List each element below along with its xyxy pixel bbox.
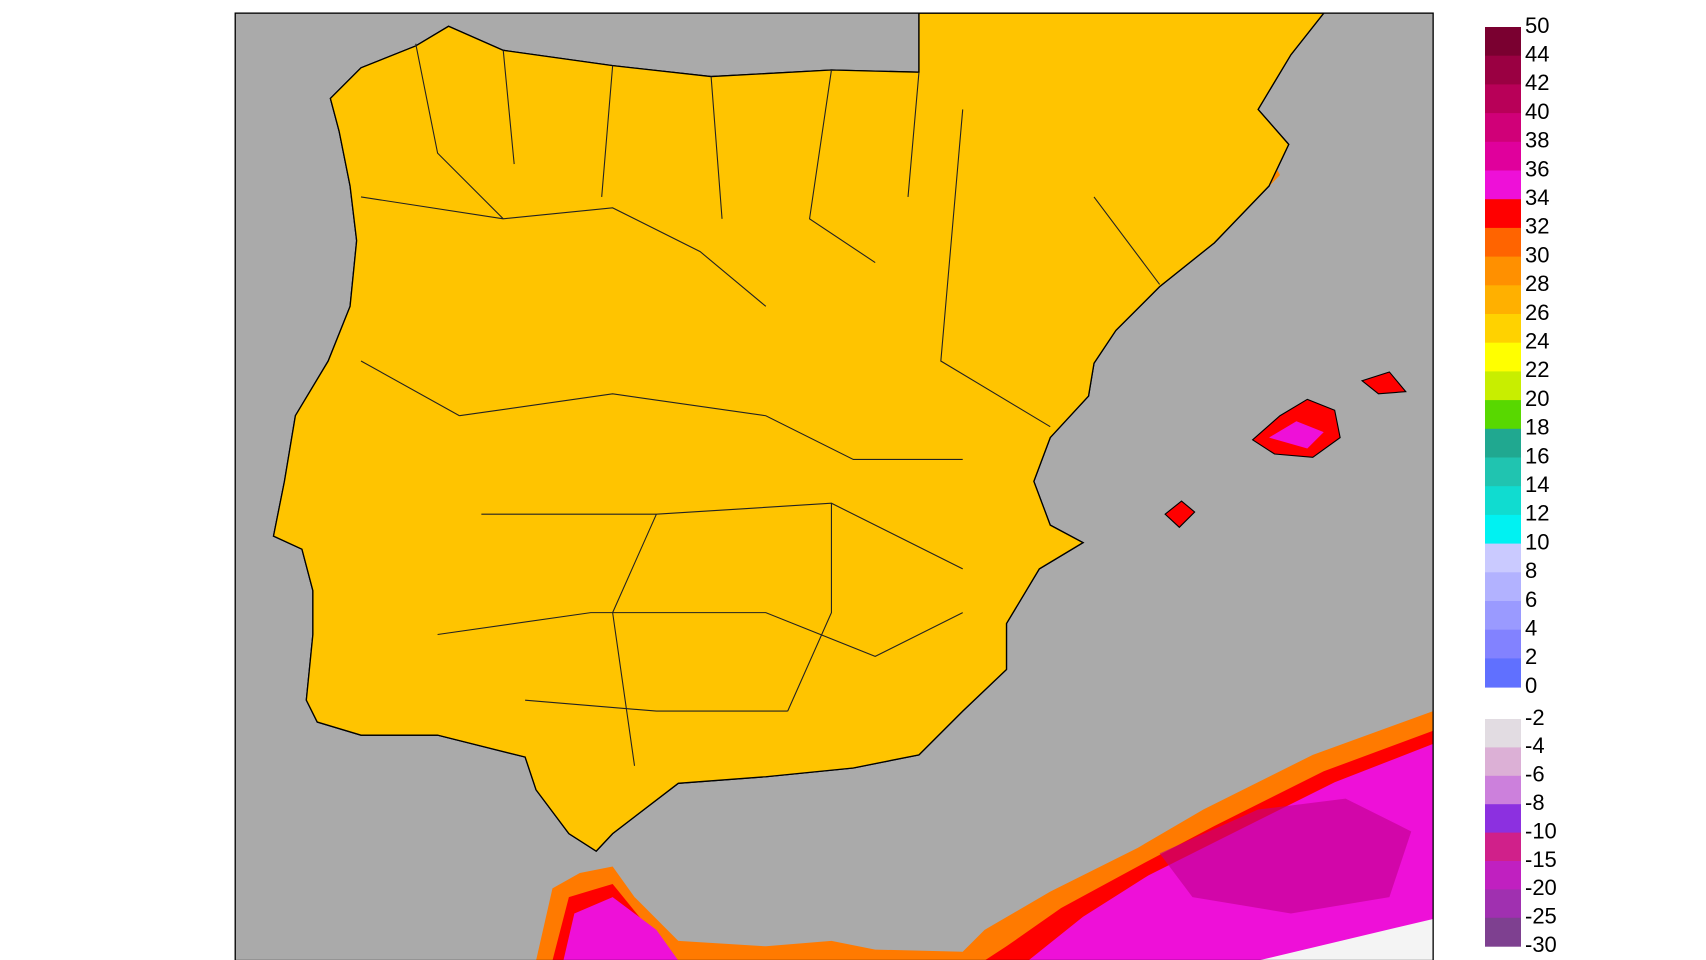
legend-label: -30 [1525, 932, 1557, 957]
africa-hot [563, 743, 1434, 960]
legend-swatch [1485, 314, 1521, 344]
legend-label: 38 [1525, 128, 1549, 153]
legend-label: 24 [1525, 329, 1549, 354]
legend-swatch [1485, 256, 1521, 286]
legend-label: 32 [1525, 214, 1549, 239]
legend-label: 20 [1525, 386, 1549, 411]
map [234, 12, 1434, 960]
legend-swatch [1485, 747, 1521, 777]
legend-swatch [1485, 719, 1521, 748]
legend-swatch [1485, 342, 1521, 372]
legend-swatch [1485, 170, 1521, 200]
legend-label: -2 [1525, 705, 1545, 730]
province-borders [360, 43, 1161, 766]
map-frame [234, 12, 1434, 960]
legend-label: -6 [1525, 762, 1545, 787]
legend-label: 8 [1525, 558, 1537, 583]
legend-label: -10 [1525, 818, 1557, 843]
legend-swatch [1485, 917, 1521, 947]
legend-swatch [1485, 428, 1521, 458]
legend-swatch [1485, 514, 1521, 545]
legend-label: 10 [1525, 529, 1549, 554]
legend-label: 16 [1525, 443, 1549, 468]
legend-label: 42 [1525, 70, 1549, 95]
legend-swatch [1485, 227, 1521, 258]
legend-swatch [1485, 27, 1521, 57]
legend-label: 0 [1525, 673, 1537, 698]
legend-label: -20 [1525, 875, 1557, 900]
legend-label: -8 [1525, 790, 1545, 815]
legend-label: 2 [1525, 644, 1537, 669]
legend-swatch [1485, 775, 1521, 805]
legend-label: 30 [1525, 242, 1549, 267]
legend-label: 28 [1525, 271, 1549, 296]
legend-swatch [1485, 629, 1521, 659]
legend-swatch [1485, 371, 1521, 401]
mallorca-hot [1269, 421, 1324, 449]
white-corner [1260, 918, 1434, 960]
legend: 5044424038363432302826242220181614121086… [1485, 13, 1557, 957]
legend-swatch [1485, 543, 1521, 573]
ibiza [1164, 500, 1196, 529]
legend-label: 36 [1525, 156, 1549, 181]
legend-swatch [1485, 832, 1521, 862]
legend-swatch [1485, 400, 1521, 430]
legend-swatch [1485, 55, 1521, 85]
legend-swatch [1485, 889, 1521, 919]
legend-swatch [1485, 861, 1521, 890]
legend-label: 6 [1525, 587, 1537, 612]
legend-label: 18 [1525, 415, 1549, 440]
legend-swatch [1485, 285, 1521, 315]
legend-label: -25 [1525, 904, 1557, 929]
legend-label: 14 [1525, 472, 1549, 497]
africa-hottest [1159, 798, 1412, 914]
legend-swatch [1485, 84, 1521, 114]
legend-label: 40 [1525, 99, 1549, 124]
legend-swatch [1485, 457, 1521, 487]
legend-label: -4 [1525, 733, 1545, 758]
legend-swatch [1485, 658, 1521, 688]
legend-label: 22 [1525, 357, 1549, 382]
legend-swatch [1485, 804, 1521, 834]
legend-label: 44 [1525, 42, 1549, 67]
legend-swatch [1485, 601, 1521, 631]
legend-label: 34 [1525, 185, 1549, 210]
legend-swatch [1485, 199, 1521, 229]
legend-label: 4 [1525, 616, 1537, 641]
legend-swatch [1485, 113, 1521, 143]
menorca [1360, 371, 1407, 395]
legend-label: 26 [1525, 300, 1549, 325]
legend-label: 50 [1525, 13, 1549, 38]
legend-label: -15 [1525, 847, 1557, 872]
legend-swatch [1485, 572, 1521, 602]
legend-swatch [1485, 141, 1521, 171]
legend-label: 12 [1525, 501, 1549, 526]
legend-swatch [1485, 486, 1521, 516]
